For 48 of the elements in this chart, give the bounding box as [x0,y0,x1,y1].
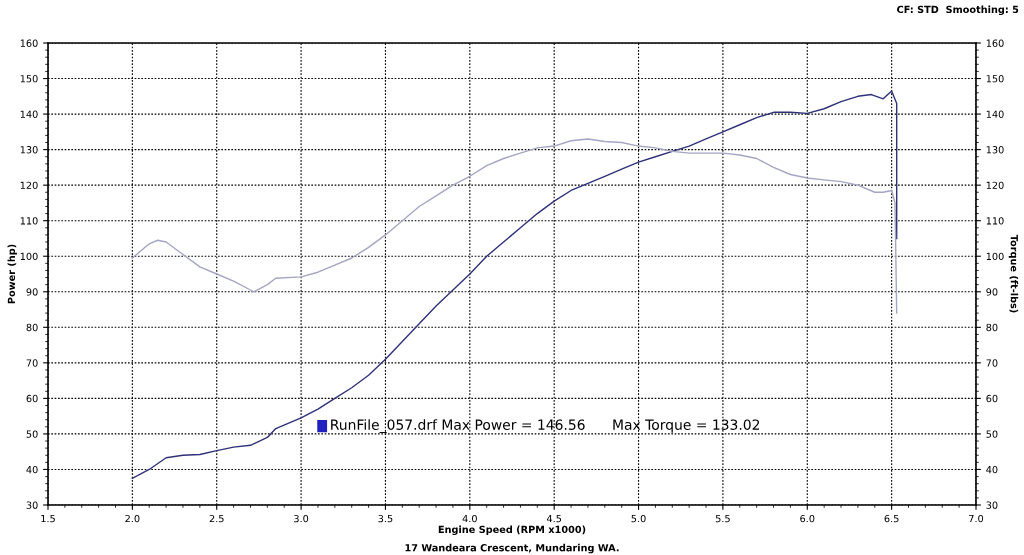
y-tick-label: 40 [26,465,38,474]
y2-tick-label: 40 [986,465,998,474]
y-tick-label: 110 [20,217,38,225]
x-tick-label: 4.5 [546,515,562,523]
y-tick-label: 70 [26,359,38,367]
x-tick-label: 4.0 [462,514,477,523]
line-series [131,90,898,480]
y2-tick-label: 130 [986,146,1004,154]
y-tick-label: 50 [26,430,38,438]
y2-tick-label: 140 [986,110,1004,118]
x-tick-label: 1.5 [41,515,55,523]
y2-tick-label: 50 [986,430,998,438]
y-tick-label: 140 [20,110,38,118]
y2-tick-label: 60 [986,394,998,403]
x-tick-label: 3.0 [294,514,309,523]
y2-axis-title: Torque (ft-lbs) [1008,234,1019,313]
text: 17 Wandeara Crescent, Mundaring WA. [405,543,619,554]
x-tick-label: 6.5 [884,514,899,523]
y2-tick-label: 90 [986,288,998,296]
y-tick-label: 60 [26,394,38,403]
y2-tick-label: 70 [986,359,998,367]
y-axis-title: Power (hp) [7,244,17,304]
y2-tick-label: 80 [986,323,998,332]
y2-tick-label: 100 [986,252,1004,261]
y-tick-label: 160 [20,39,38,47]
y-tick-label: 120 [20,181,38,189]
y-tick-label: 80 [26,323,38,332]
x-tick-label: 5.0 [631,514,646,523]
chart-subtitle: CF: STD Smoothing: 5 [897,5,1019,16]
annotation: RunFile_057.drf Max Power = 146.56 Max Torque = 133.02 [331,419,760,434]
x-tick-label: 2.5 [209,514,224,523]
y-tick-label: 130 [20,146,38,154]
y2-tick-label: 30 [986,501,998,509]
y2-tick-label: 160 [986,39,1004,47]
x-tick-label: 5.5 [715,515,730,523]
x-axis-title: Engine Speed (RPM x1000) [438,525,586,536]
x-tick-label: 7.0 [969,514,984,523]
y2-tick-label: 110 [986,217,1004,225]
y-tick-label: 100 [20,252,38,261]
y-tick-label: 150 [20,75,38,83]
y2-tick-label: 120 [986,181,1004,189]
x-tick-label: 6.0 [800,514,815,523]
x-tick-label: 3.5 [378,514,393,523]
y-tick-label: 90 [26,288,38,296]
y-tick-label: 30 [26,501,38,509]
y2-tick-label: 150 [986,75,1004,83]
x-tick-label: 2.0 [125,514,140,523]
line-series [131,138,898,314]
